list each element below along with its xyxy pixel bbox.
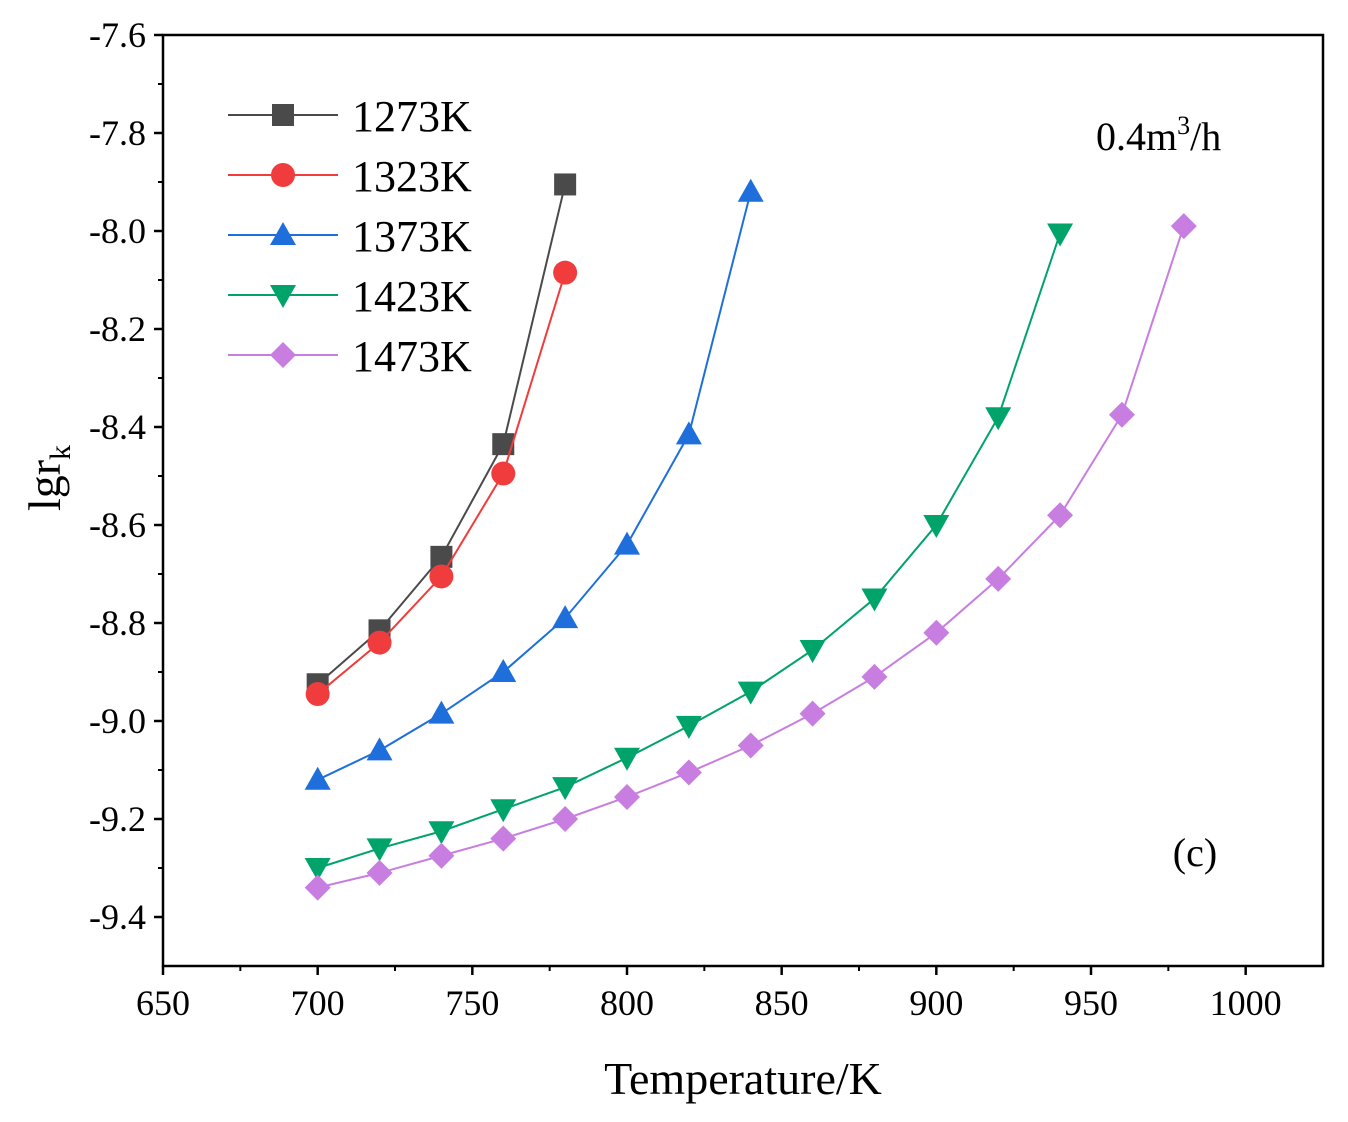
- data-point-1423K: [799, 639, 826, 663]
- legend-marker-1273K: [272, 104, 294, 126]
- plot-frame: [161, 33, 1325, 968]
- data-point-1323K: [429, 564, 454, 589]
- y-axis-title-subscript: k: [44, 445, 77, 460]
- data-point-1473K: [428, 842, 455, 869]
- data-point-1373K: [304, 766, 331, 790]
- data-point-1423K: [428, 821, 455, 845]
- data-point-1473K: [799, 700, 826, 727]
- y-tick-label: -8.0: [89, 211, 146, 251]
- data-point-1423K: [366, 838, 393, 862]
- data-point-1473K: [985, 565, 1012, 592]
- x-tick-label: 1000: [1210, 983, 1282, 1023]
- legend-item-1473K: 1473K: [228, 332, 472, 381]
- legend-item-1373K: 1373K: [228, 212, 472, 261]
- data-point-1473K: [1108, 401, 1135, 428]
- y-tick-label: -9.4: [89, 897, 146, 937]
- legend-label-1473K: 1473K: [352, 332, 472, 381]
- legend-item-1323K: 1323K: [228, 152, 472, 201]
- data-point-1473K: [737, 732, 764, 759]
- data-point-1473K: [366, 859, 393, 886]
- legend-label-1323K: 1323K: [352, 152, 472, 201]
- series-1373K: [304, 178, 764, 790]
- series-line-1373K: [317, 191, 752, 781]
- panel-label: (c): [1173, 830, 1217, 875]
- data-point-1423K: [675, 715, 702, 739]
- series-layer: [304, 173, 1197, 901]
- flow-rate-unit: /h: [1190, 114, 1221, 159]
- y-tick-label: -7.8: [89, 113, 146, 153]
- x-tick-label: 850: [755, 983, 809, 1023]
- series-1423K: [304, 223, 1074, 881]
- y-axis-title-main: lgr: [19, 460, 70, 511]
- data-point-1473K: [861, 663, 888, 690]
- y-tick-label: -9.0: [89, 701, 146, 741]
- data-point-1473K: [552, 806, 579, 832]
- legend-label-1423K: 1423K: [352, 272, 472, 321]
- flow-rate-superscript: 3: [1177, 111, 1190, 140]
- legend-marker-1423K: [270, 285, 296, 308]
- data-point-1373K: [737, 178, 764, 202]
- data-point-1473K: [614, 783, 640, 810]
- y-tick-label: -8.4: [89, 407, 146, 447]
- data-point-1373K: [366, 737, 393, 761]
- legend: 1273K 1323K 1373K 1423K 1473K: [228, 92, 472, 381]
- data-point-1473K: [923, 619, 950, 646]
- data-point-1273K: [492, 433, 515, 456]
- legend-item-1273K: 1273K: [228, 92, 472, 141]
- data-point-1473K: [304, 874, 331, 901]
- flow-rate-annotation: 0.4m3/h: [1096, 111, 1221, 159]
- data-point-1323K: [491, 461, 516, 486]
- x-tick-label: 900: [909, 983, 963, 1023]
- data-point-1423K: [861, 588, 888, 612]
- data-point-1273K: [554, 173, 577, 196]
- x-tick-label: 750: [445, 983, 499, 1023]
- x-axis-title: Temperature/K: [604, 1053, 882, 1104]
- y-tick-label: -7.6: [89, 15, 146, 55]
- x-tick-label: 800: [600, 983, 654, 1023]
- legend-label-1373K: 1373K: [352, 212, 472, 261]
- y-tick-label: -8.8: [89, 603, 146, 643]
- data-point-1373K: [490, 659, 517, 682]
- flow-rate-base: 0.4m: [1096, 114, 1177, 159]
- y-tick-label: -9.2: [89, 799, 146, 839]
- data-point-1323K: [367, 630, 392, 655]
- data-point-1423K: [1047, 223, 1074, 247]
- data-point-1423K: [304, 858, 331, 881]
- data-point-1473K: [1047, 502, 1074, 529]
- data-point-1423K: [614, 747, 640, 771]
- data-point-1323K: [305, 682, 330, 707]
- data-point-1373K: [552, 605, 579, 629]
- legend-marker-1373K: [270, 222, 296, 245]
- data-point-1473K: [490, 825, 517, 852]
- data-point-1423K: [552, 777, 579, 801]
- legend-marker-1323K: [271, 163, 295, 187]
- series-1323K: [305, 260, 578, 707]
- legend-label-1273K: 1273K: [352, 92, 472, 141]
- data-point-1373K: [614, 531, 640, 555]
- legend-item-1423K: 1423K: [228, 272, 472, 321]
- y-tick-label: -8.2: [89, 309, 146, 349]
- data-point-1323K: [553, 260, 578, 285]
- data-point-1423K: [490, 799, 517, 823]
- data-point-1423K: [923, 515, 950, 538]
- x-tick-label: 950: [1064, 983, 1118, 1023]
- x-tick-label: 650: [136, 983, 190, 1023]
- data-point-1273K: [430, 545, 453, 568]
- axes: 650 700 750 800 850 900 950 1000 -7.6 -7.8 -8.0 -8.…: [89, 15, 1325, 1023]
- data-point-1373K: [675, 421, 702, 445]
- legend-marker-1473K: [270, 342, 296, 368]
- y-tick-label: -8.6: [89, 505, 146, 545]
- data-point-1473K: [675, 759, 702, 786]
- data-point-1423K: [985, 407, 1012, 431]
- y-axis-title: lgrk: [19, 445, 77, 511]
- x-tick-label: 700: [291, 983, 345, 1023]
- data-point-1373K: [428, 700, 455, 724]
- series-1473K: [304, 213, 1197, 901]
- data-point-1473K: [1170, 213, 1197, 240]
- data-point-1423K: [737, 681, 764, 705]
